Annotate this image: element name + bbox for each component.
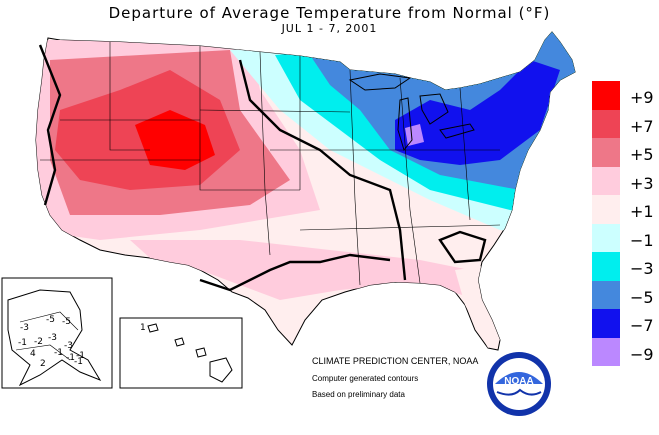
svg-text:NOAA: NOAA: [504, 376, 533, 387]
legend-swatch: [592, 223, 620, 252]
lake-michigan: [397, 97, 413, 152]
lake-erie: [439, 123, 475, 139]
warm-band-plus3-florida: [455, 265, 500, 348]
legend-row: −3: [592, 252, 656, 281]
zero-contour-west: [38, 44, 62, 206]
legend-swatch: [592, 138, 620, 167]
legend-label: −5: [630, 287, 654, 307]
map-subtitle: JUL 1 - 7, 2001: [281, 22, 378, 35]
alaska-contour-label: -1: [74, 357, 83, 367]
legend-row: −5: [592, 280, 656, 309]
legend-row: −7: [592, 309, 656, 338]
zero-contour-central: [238, 59, 407, 281]
alaska-contour-label: 4: [30, 349, 36, 359]
alaska-contour-label: -3: [20, 323, 29, 333]
alaska-contour-label: -3: [48, 333, 57, 343]
legend-row: −9: [592, 337, 656, 366]
legend-swatch: [592, 309, 620, 338]
legend-label: +1: [630, 202, 654, 221]
legend-label: +9: [630, 88, 654, 107]
legend-label: −3: [630, 259, 654, 278]
legend-label: +3: [630, 173, 654, 193]
legend-label: −1: [630, 230, 654, 250]
legend-row: +1: [592, 195, 656, 224]
legend-label: +7: [630, 116, 654, 136]
legend: +9 +7 +5 +3 +1 −1 −3 −5 −7 −9: [592, 81, 656, 366]
legend-label: −7: [630, 316, 654, 335]
alaska-contour-label: -1: [66, 353, 75, 363]
alaska-inset: [1, 277, 113, 389]
legend-swatch: [592, 280, 620, 309]
legend-row: +5: [592, 138, 656, 167]
alaska-contour-label: -3: [64, 341, 73, 351]
alaska-contour-label: -1: [54, 348, 63, 358]
lake-huron: [419, 93, 449, 125]
legend-label: −9: [630, 344, 654, 364]
lake-superior: [348, 73, 412, 91]
hawaii-contour-label: 1: [140, 323, 146, 333]
alaska-contour-label: -5: [46, 315, 55, 325]
legend-swatch: [592, 337, 620, 366]
map-title: Departure of Average Temperature from No…: [108, 4, 551, 22]
credit-line1: Computer generated contours: [312, 374, 419, 383]
credit-line2: Based on preliminary data: [312, 390, 405, 399]
cool-band-minus9: [405, 124, 424, 146]
warm-band-plus9: [135, 110, 215, 170]
credit-center: CLIMATE PREDICTION CENTER, NOAA: [312, 356, 479, 366]
legend-row: +3: [592, 166, 656, 195]
legend-swatch: [592, 252, 620, 281]
hawaii-inset: [119, 317, 243, 389]
noaa-logo: NOAA: [487, 352, 551, 416]
alaska-contour-label: -1: [18, 338, 27, 348]
zero-contour-southeast: [438, 230, 487, 264]
legend-swatch: [592, 195, 620, 224]
alaska-contour-label: 2: [40, 359, 46, 369]
alaska-contour-label: -2: [34, 337, 43, 347]
legend-row: +7: [592, 109, 656, 138]
zero-contour-south: [199, 253, 391, 292]
legend-swatch: [592, 81, 620, 110]
cool-band-minus7: [395, 60, 560, 165]
hawaii-contour-labels: 1: [140, 323, 146, 333]
alaska-contour-label: -5: [62, 317, 71, 327]
legend-swatch: [592, 166, 620, 195]
legend-swatch: [592, 109, 620, 138]
legend-label: +5: [630, 145, 654, 164]
alaska-contour-label: -1: [76, 351, 85, 361]
legend-row: +9: [592, 81, 656, 110]
legend-row: −1: [592, 223, 656, 252]
alaska-contour-labels: -3-5 -5-3-2 -3-1-1-1 -142-1: [18, 315, 85, 369]
